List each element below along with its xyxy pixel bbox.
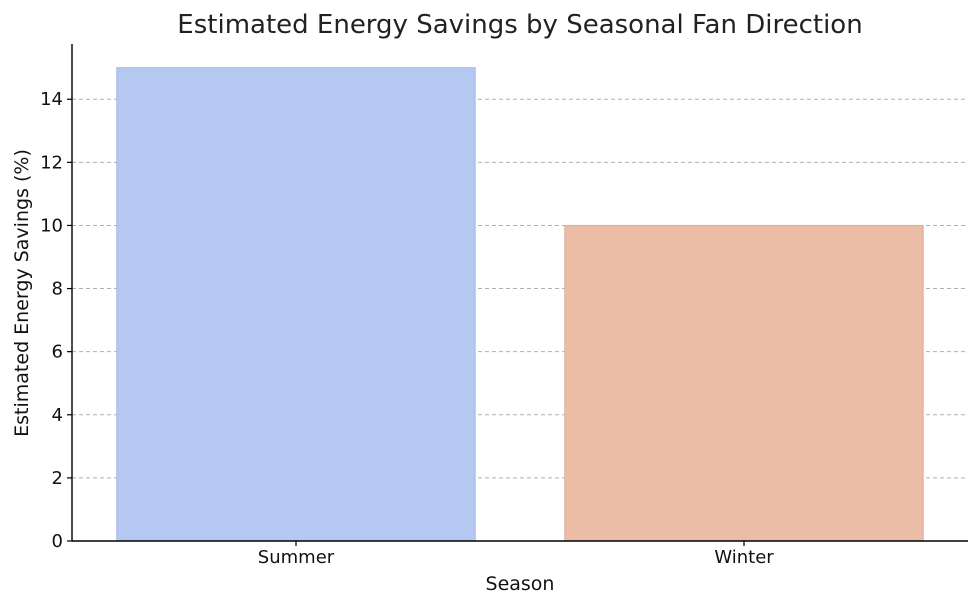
x-tick-label: Winter	[714, 547, 774, 568]
y-tick-label: 4	[52, 405, 63, 426]
y-tick-label: 8	[52, 279, 63, 300]
x-axis-label: Season	[486, 573, 555, 595]
y-tick-label: 12	[40, 152, 63, 173]
y-tick-label: 10	[40, 215, 63, 236]
axes	[71, 44, 968, 542]
bar-winter	[564, 224, 924, 542]
chart-title: Estimated Energy Savings by Seasonal Fan…	[177, 10, 862, 40]
y-tick-label: 0	[52, 531, 63, 552]
y-ticks: 0 2 4 6 8 10 12 14	[40, 89, 72, 552]
x-ticks: Summer Winter	[258, 541, 774, 568]
y-tick-label: 6	[52, 342, 63, 363]
y-axis-label: Estimated Energy Savings (%)	[11, 149, 33, 437]
bars	[116, 67, 924, 542]
bar-summer	[116, 67, 476, 542]
y-tick-label: 2	[52, 468, 63, 489]
x-tick-label: Summer	[258, 547, 335, 568]
y-tick-label: 14	[40, 89, 63, 110]
